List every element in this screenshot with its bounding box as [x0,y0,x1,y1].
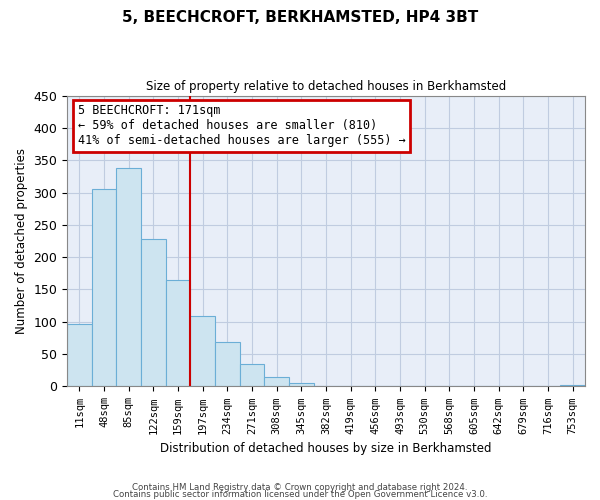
Bar [190,316,215,386]
Title: Size of property relative to detached houses in Berkhamsted: Size of property relative to detached ho… [146,80,506,93]
Bar [560,385,585,386]
Bar [166,280,190,386]
Y-axis label: Number of detached properties: Number of detached properties [15,148,28,334]
X-axis label: Distribution of detached houses by size in Berkhamsted: Distribution of detached houses by size … [160,442,492,455]
Text: 5, BEECHCROFT, BERKHAMSTED, HP4 3BT: 5, BEECHCROFT, BERKHAMSTED, HP4 3BT [122,10,478,25]
Bar [141,239,166,386]
Bar [240,364,265,386]
Bar [215,342,240,386]
Text: Contains HM Land Registry data © Crown copyright and database right 2024.: Contains HM Land Registry data © Crown c… [132,484,468,492]
Bar [67,324,92,386]
Text: 5 BEECHCROFT: 171sqm
← 59% of detached houses are smaller (810)
41% of semi-deta: 5 BEECHCROFT: 171sqm ← 59% of detached h… [77,104,405,148]
Bar [265,378,289,386]
Bar [116,168,141,386]
Bar [289,383,314,386]
Text: Contains public sector information licensed under the Open Government Licence v3: Contains public sector information licen… [113,490,487,499]
Bar [92,190,116,386]
